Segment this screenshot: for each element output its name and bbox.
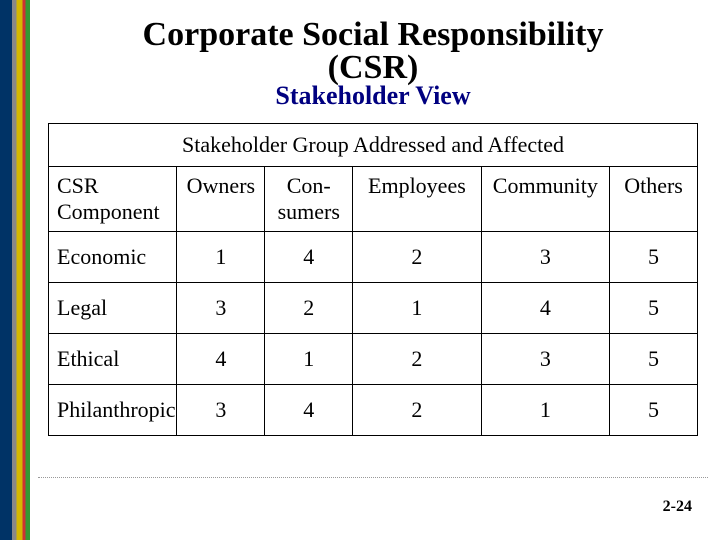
row-label: Philanthropic bbox=[49, 384, 177, 435]
cell-value: 4 bbox=[265, 384, 353, 435]
cell-value: 5 bbox=[610, 231, 698, 282]
table-row: Ethical 4 1 2 3 5 bbox=[49, 333, 698, 384]
table-row: Philanthropic 3 4 2 1 5 bbox=[49, 384, 698, 435]
table-headline: Stakeholder Group Addressed and Affected bbox=[49, 123, 698, 166]
cell-value: 4 bbox=[177, 333, 265, 384]
cell-value: 4 bbox=[265, 231, 353, 282]
col-head-others: Others bbox=[610, 166, 698, 231]
cell-value: 3 bbox=[177, 282, 265, 333]
footer-divider bbox=[38, 477, 708, 478]
cell-value: 2 bbox=[353, 333, 481, 384]
decorative-left-stripe bbox=[0, 0, 30, 540]
col-head-consumers: Con- sumers bbox=[265, 166, 353, 231]
col-head-employees: Employees bbox=[353, 166, 481, 231]
stakeholder-table: Stakeholder Group Addressed and Affected… bbox=[48, 123, 698, 436]
cell-value: 1 bbox=[481, 384, 609, 435]
slide-subtitle: Stakeholder View bbox=[38, 81, 708, 111]
cell-value: 5 bbox=[610, 384, 698, 435]
col-head-component: CSR Component bbox=[49, 166, 177, 231]
cell-value: 1 bbox=[353, 282, 481, 333]
table-row: Economic 1 4 2 3 5 bbox=[49, 231, 698, 282]
cell-value: 1 bbox=[177, 231, 265, 282]
cell-value: 4 bbox=[481, 282, 609, 333]
cell-value: 2 bbox=[265, 282, 353, 333]
row-label: Ethical bbox=[49, 333, 177, 384]
cell-value: 3 bbox=[177, 384, 265, 435]
cell-value: 5 bbox=[610, 333, 698, 384]
row-label: Economic bbox=[49, 231, 177, 282]
slide-content: Corporate Social Responsibility (CSR) St… bbox=[38, 0, 720, 436]
slide-title-line1: Corporate Social Responsibility bbox=[38, 16, 708, 53]
cell-value: 1 bbox=[265, 333, 353, 384]
cell-value: 3 bbox=[481, 231, 609, 282]
cell-value: 5 bbox=[610, 282, 698, 333]
row-label: Legal bbox=[49, 282, 177, 333]
cell-value: 3 bbox=[481, 333, 609, 384]
table-row: Legal 3 2 1 4 5 bbox=[49, 282, 698, 333]
table-headline-row: Stakeholder Group Addressed and Affected bbox=[49, 123, 698, 166]
col-head-community: Community bbox=[481, 166, 609, 231]
slide-number: 2-24 bbox=[663, 498, 692, 516]
table-column-header-row: CSR Component Owners Con- sumers Employe… bbox=[49, 166, 698, 231]
col-head-owners: Owners bbox=[177, 166, 265, 231]
cell-value: 2 bbox=[353, 384, 481, 435]
stakeholder-table-container: Stakeholder Group Addressed and Affected… bbox=[48, 123, 698, 436]
cell-value: 2 bbox=[353, 231, 481, 282]
